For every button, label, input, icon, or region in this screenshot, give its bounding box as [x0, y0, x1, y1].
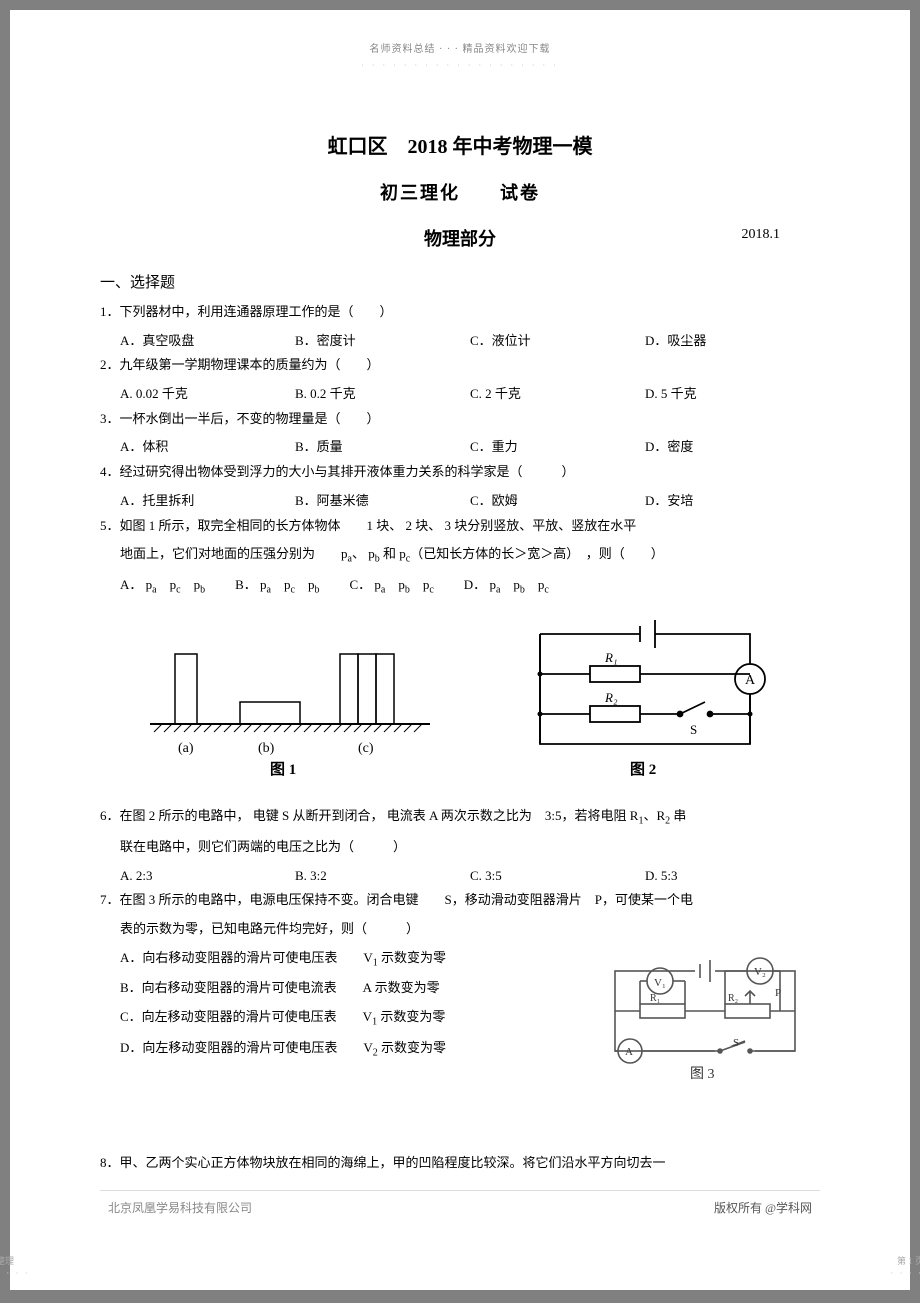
fig3-S: S: [733, 1037, 739, 1049]
header-note: 名师资料总结 · · · 精品资料欢迎下载: [100, 40, 820, 55]
q3-text: 3．一杯水倒出一半后，不变的物理量是（ ）: [100, 407, 820, 432]
footer-right: 版权所有 @学科网: [714, 1199, 812, 1216]
q6-B: B. 3:2: [295, 864, 470, 889]
title-section-row: 物理部分 2018.1: [100, 225, 820, 251]
q1-D: D．吸尘器: [645, 329, 820, 354]
q8-text: 8．甲、乙两个实心正方体物块放在相同的海绵上，甲的凹陷程度比较深。将它们沿水平方…: [100, 1151, 820, 1176]
q4-D: D．安培: [645, 489, 820, 514]
date: 2018.1: [742, 227, 781, 243]
footer-strip: 北京凤凰学易科技有限公司 版权所有 @学科网: [100, 1190, 820, 1224]
figure-3: V₁ V₂ R₁ R₂ P A S 图 3: [600, 946, 810, 1086]
corner-bottom-left: 名师精心整理 · · · · · · · ·: [0, 1255, 30, 1280]
q1-C: C．液位计: [470, 329, 645, 354]
q6-line1: 6．在图 2 所示的电路中， 电键 S 从断开到闭合， 电流表 A 两次示数之比…: [100, 804, 820, 831]
q5-A: A． pa pc pb: [120, 573, 205, 600]
q6-line2: 联在电路中，则它们两端的电压之比为（ ）: [100, 835, 820, 860]
q2-options: A. 0.02 千克 B. 0.2 千克 C. 2 千克 D. 5 千克: [100, 382, 820, 407]
figure-1: (a) (b) (c) 图 1: [140, 624, 440, 784]
figure-2: A R₁ R₂ S 图 2: [520, 614, 780, 784]
fig2-caption: 图 2: [630, 761, 656, 778]
q5-options: A． pa pc pb B． pa pc pb C． pa pb pc D． p…: [100, 573, 820, 600]
corner-bl-dots: · · · · · · · ·: [0, 1267, 30, 1280]
page: 名师资料总结 · · · 精品资料欢迎下载 · · · · · · · · · …: [10, 10, 910, 1290]
q1-B: B．密度计: [295, 329, 470, 354]
header-dots: · · · · · · · · · · · · · · · · · · ·: [100, 61, 820, 70]
fig3-P: P: [775, 987, 781, 999]
section-title: 一、选择题: [100, 271, 820, 292]
q5-l2b: 、 p: [352, 546, 375, 561]
corner-br-dots: · · · · · · · ·: [890, 1267, 920, 1280]
q3-B: B．质量: [295, 435, 470, 460]
q5-l2d: （已知长方体的长＞宽＞高） ，则（ ）: [410, 546, 664, 561]
q5-line1: 5．如图 1 所示，取完全相同的长方体物体 1 块、 2 块、 3 块分别竖放、…: [100, 514, 820, 539]
fig2-R2: R₂: [604, 690, 618, 705]
footer-left: 北京凤凰学易科技有限公司: [108, 1199, 252, 1216]
q1-options: A．真空吸盘 B．密度计 C．液位计 D．吸尘器: [100, 329, 820, 354]
q6-C: C. 3:5: [470, 864, 645, 889]
fig3-V2: V₂: [754, 966, 766, 978]
title-physics: 物理部分: [100, 225, 820, 251]
fig3-R2: R₂: [728, 993, 738, 1004]
q5-line2: 地面上，它们对地面的压强分别为 pa、 pb 和 pc（已知长方体的长＞宽＞高）…: [100, 542, 820, 569]
q2-text: 2．九年级第一学期物理课本的质量约为（ ）: [100, 353, 820, 378]
fig1-label-b: (b): [258, 741, 275, 756]
q4-text: 4．经过研究得出物体受到浮力的大小与其排开液体重力关系的科学家是（ ）: [100, 460, 820, 485]
fig2-A: A: [745, 673, 756, 688]
q4-options: A．托里拆利 B．阿基米德 C．欧姆 D．安培: [100, 489, 820, 514]
q7-B: B．向右移动变阻器的滑片可使电流表 A 示数变为零: [100, 976, 600, 1001]
q7-C: C．向左移动变阻器的滑片可使电压表 V1 示数变为零: [100, 1005, 600, 1032]
corner-bottom-right: 第 1 页，共 6 页 · · · · · · · ·: [890, 1255, 920, 1280]
title-sub: 初三理化 试卷: [100, 179, 820, 205]
q2-C: C. 2 千克: [470, 382, 645, 407]
q6-D: D. 5:3: [645, 864, 820, 889]
fig3-A: A: [625, 1046, 633, 1058]
q7-line2: 表的示数为零，已知电路元件均完好，则（ ）: [100, 917, 820, 942]
fig3-R1: R₁: [650, 993, 660, 1004]
q2-D: D. 5 千克: [645, 382, 820, 407]
q5-l2c: 和 p: [380, 546, 406, 561]
q7-body: A．向右移动变阻器的滑片可使电压表 V1 示数变为零 B．向右移动变阻器的滑片可…: [100, 946, 820, 1091]
q3-options: A．体积 B．质量 C．重力 D．密度: [100, 435, 820, 460]
fig3-V1: V₁: [654, 977, 666, 989]
figures-row: (a) (b) (c) 图 1: [100, 614, 820, 784]
q4-C: C．欧姆: [470, 489, 645, 514]
fig2-S: S: [690, 722, 697, 737]
q6-A: A. 2:3: [120, 864, 295, 889]
q4-A: A．托里拆利: [120, 489, 295, 514]
q4-B: B．阿基米德: [295, 489, 470, 514]
fig1-caption: 图 1: [270, 761, 296, 778]
q6-l1: 6．在图 2 所示的电路中， 电键 S 从断开到闭合， 电流表 A 两次示数之比…: [100, 808, 638, 823]
fig2-R1: R₁: [604, 650, 617, 665]
q5-l2a: 地面上，它们对地面的压强分别为 p: [120, 546, 348, 561]
q5-C: C． pa pb pc: [349, 573, 433, 600]
q1-A: A．真空吸盘: [120, 329, 295, 354]
corner-bl-text: 名师精心整理: [0, 1255, 30, 1268]
q3-D: D．密度: [645, 435, 820, 460]
fig3-caption: 图 3: [690, 1067, 715, 1082]
q7-line1: 7．在图 3 所示的电路中，电源电压保持不变。闭合电键 S，移动滑动变阻器滑片 …: [100, 888, 820, 913]
q5-D: D． pa pb pc: [464, 573, 549, 600]
q2-A: A. 0.02 千克: [120, 382, 295, 407]
q5-B: B． pa pc pb: [235, 573, 319, 600]
q2-B: B. 0.2 千克: [295, 382, 470, 407]
q1-text: 1．下列器材中，利用连通器原理工作的是（ ）: [100, 300, 820, 325]
fig1-label-c: (c): [358, 741, 374, 756]
q7-D: D．向左移动变阻器的滑片可使电压表 V2 示数变为零: [100, 1036, 600, 1063]
fig1-label-a: (a): [178, 741, 194, 756]
corner-br-text: 第 1 页，共 6 页: [890, 1255, 920, 1268]
q3-C: C．重力: [470, 435, 645, 460]
q3-A: A．体积: [120, 435, 295, 460]
title-main: 虹口区 2018 年中考物理一模: [100, 130, 820, 159]
q6-options: A. 2:3 B. 3:2 C. 3:5 D. 5:3: [100, 864, 820, 889]
q7-A: A．向右移动变阻器的滑片可使电压表 V1 示数变为零: [100, 946, 600, 973]
